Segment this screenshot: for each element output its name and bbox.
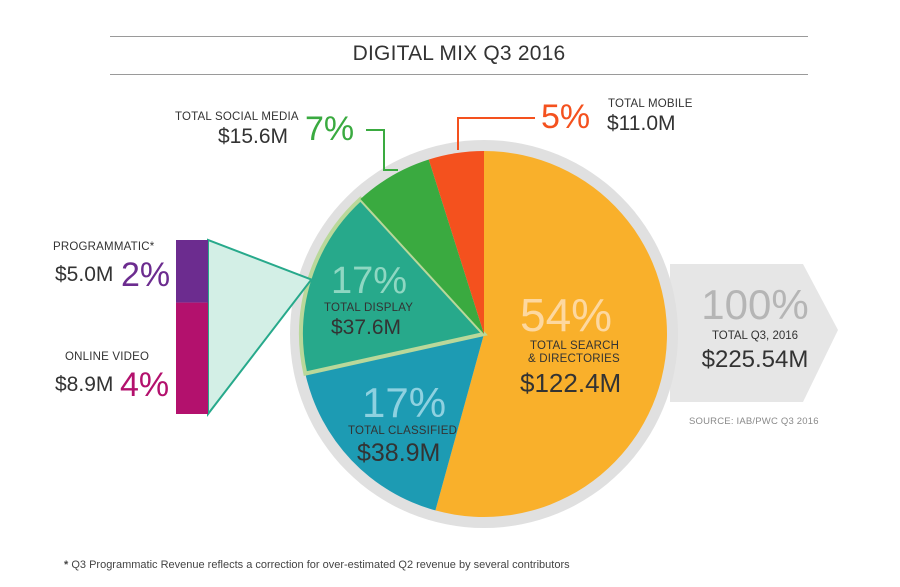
mobile-leader-line [457,117,535,150]
pie-slice-mobile [428,151,484,334]
search-percent: 54% [520,289,613,341]
social-label: TOTAL SOCIAL MEDIA [175,111,299,123]
online-video-percent: 4% [120,366,170,404]
footnote-marker: * [64,559,69,571]
pie-slice-search [435,150,668,518]
online-video-value: $8.9M [55,373,114,396]
search-label-line2: & DIRECTORIES [528,353,620,365]
mobile-value: $11.0M [607,112,676,135]
programmatic-bar [176,240,208,303]
online-video-label: ONLINE VIDEO [65,351,150,363]
pie-slice-social [360,159,484,334]
social-value: $15.6M [218,125,289,148]
total-label: TOTAL Q3, 2016 [711,330,799,342]
classified-label: TOTAL CLASSIFIED [348,425,458,437]
mobile-percent: 5% [541,98,591,136]
footnote-text: Q3 Programmatic Revenue reflects a corre… [71,559,570,571]
total-arrow-shape [670,264,838,402]
total-value: $225.54M [701,346,809,373]
title-rule-top [110,36,808,37]
online-video-bar [176,302,208,414]
title-rule-bottom [110,74,808,75]
search-value: $122.4M [520,368,622,398]
search-label-line1: TOTAL SEARCH [530,340,620,352]
classified-value: $38.9M [357,439,441,467]
source-note: SOURCE: IAB/PWC Q3 2016 [689,416,819,427]
total-percent: 100% [701,281,809,328]
display-label: TOTAL DISPLAY [324,302,414,314]
chart-title: DIGITAL MIX Q3 2016 [352,42,566,65]
social-percent: 7% [305,110,355,148]
display-percent: 17% [331,260,408,302]
programmatic-percent: 2% [121,256,171,294]
classified-percent: 17% [362,379,447,426]
mobile-label: TOTAL MOBILE [608,98,693,110]
social-leader-line [366,129,398,171]
footnote: * Q3 Programmatic Revenue reflects a cor… [64,559,570,571]
programmatic-label: PROGRAMMATIC* [53,241,155,253]
programmatic-value: $5.0M [55,263,114,286]
display-value: $37.6M [331,316,402,339]
pie-slice-classified [305,334,484,511]
